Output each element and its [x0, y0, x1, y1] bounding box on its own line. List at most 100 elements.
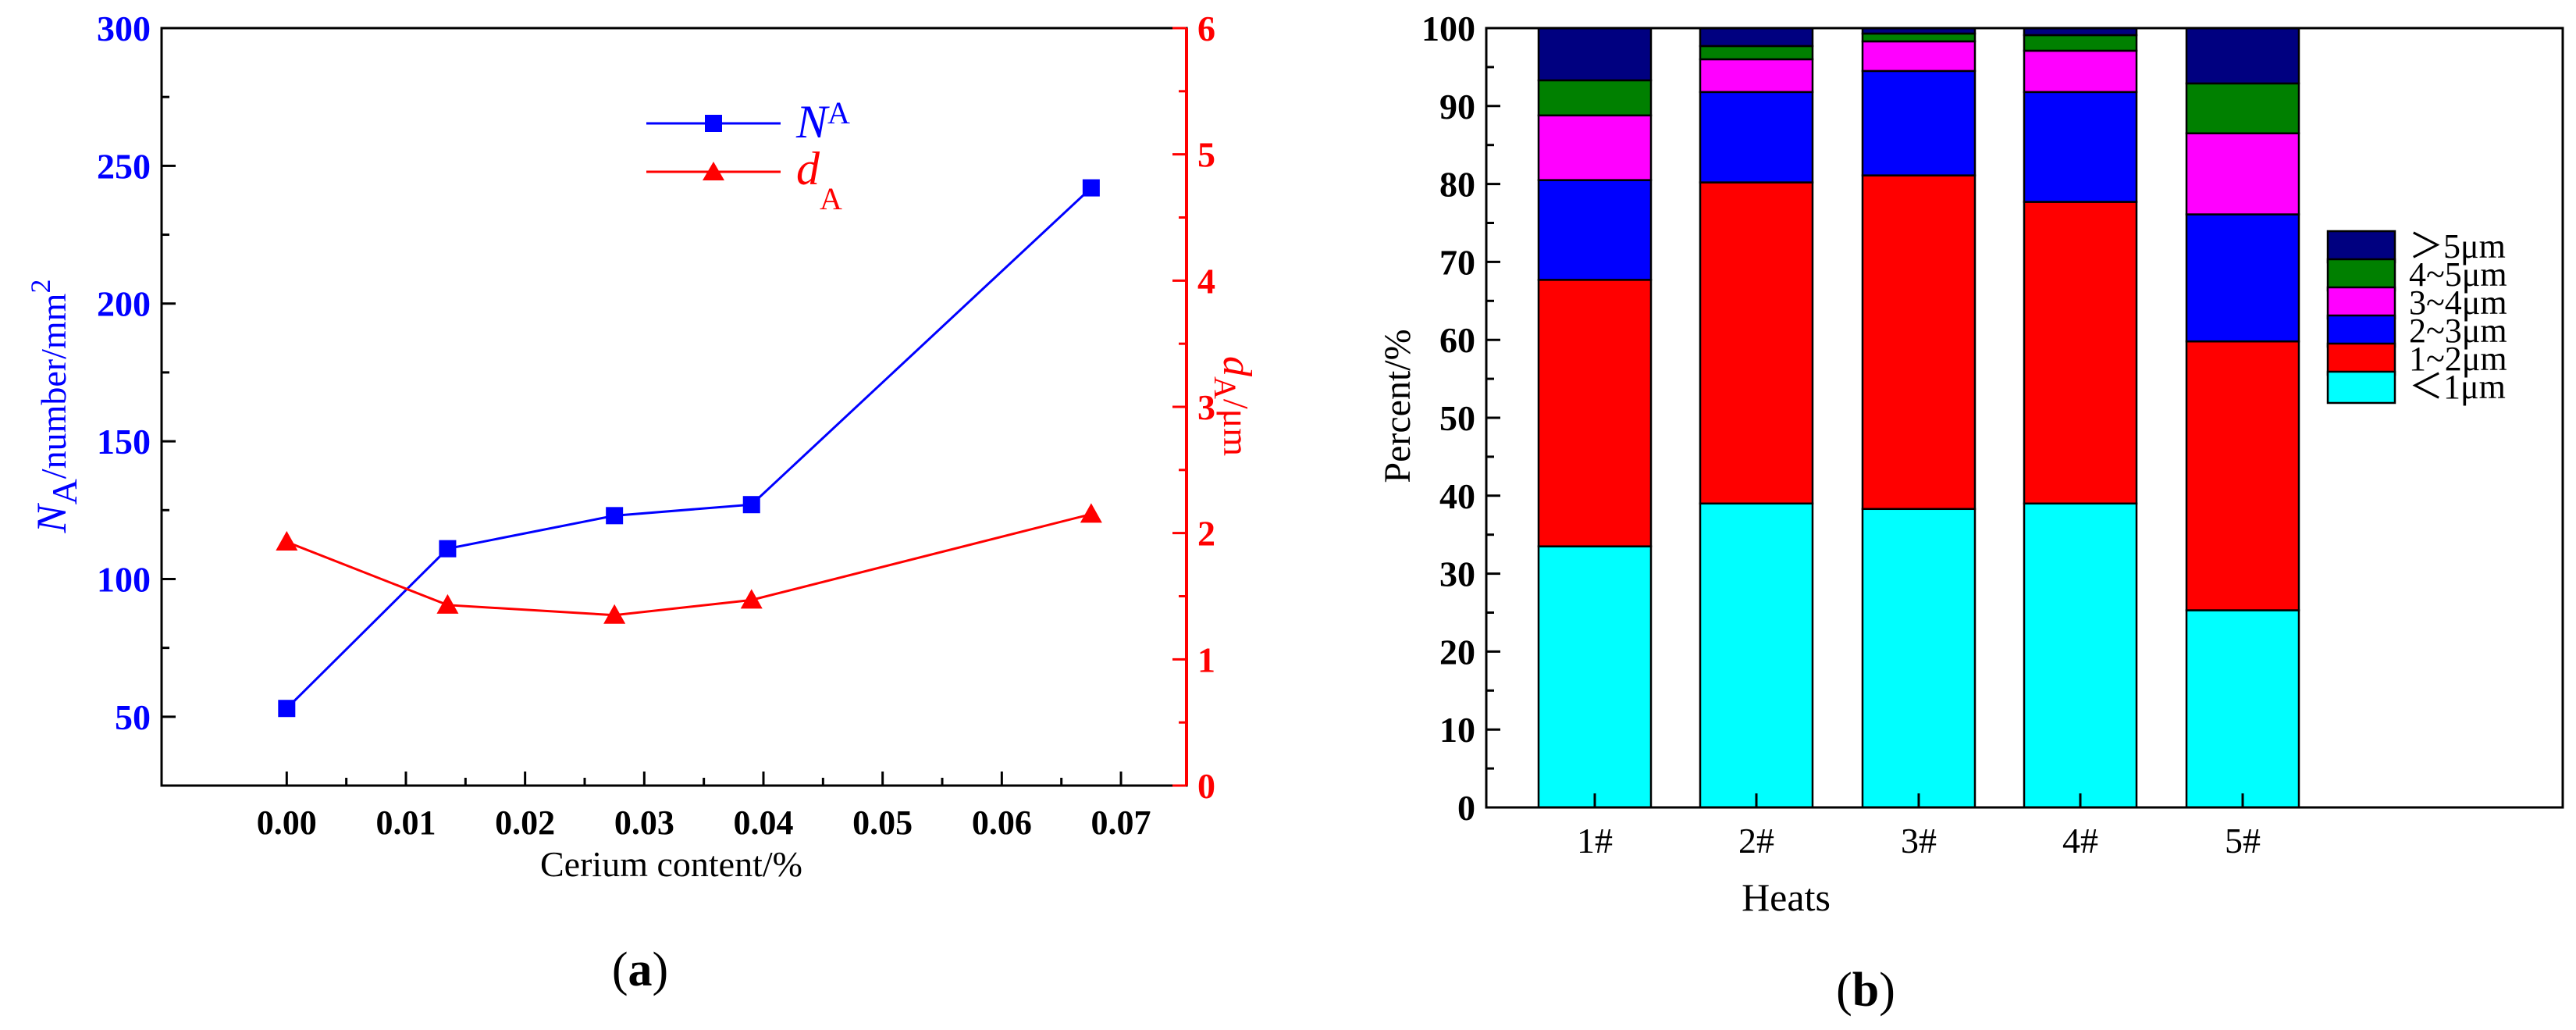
y-tick-label-right-a-3: 3	[1197, 387, 1215, 427]
legend-a-label-da: dA	[796, 143, 842, 216]
y-axis-title-right-a: dA/μm	[1208, 356, 1259, 456]
bar-segment-1-0	[1537, 545, 1653, 809]
bar-segment-4-1	[2023, 201, 2138, 505]
y-tick-label-b-4: 40	[1439, 476, 1475, 516]
bar-segment-1-4	[1537, 79, 1653, 117]
y-tick-label-left-a-5: 300	[97, 9, 151, 48]
point-dA-2	[603, 604, 626, 624]
y-tick-label-b-0: 0	[1457, 788, 1475, 828]
bar-segment-1-3	[1537, 114, 1653, 181]
panel-label-a: (a)	[612, 943, 668, 996]
legend-a-marker-da	[703, 162, 724, 180]
x-tick-label-a-2: 0.02	[495, 804, 555, 842]
bar-segment-5-3	[2185, 132, 2300, 216]
point-dA-4	[1080, 503, 1102, 523]
bar-segment-2-5	[1699, 27, 1814, 48]
legend-b-label-2: 2~3μm	[2409, 312, 2507, 350]
x-tick-label-a-3: 0.03	[614, 804, 674, 842]
bar-segment-1-1	[1537, 279, 1653, 547]
legend-a: NA dA	[646, 95, 850, 216]
panel-a-line-chart: 0.00 0.01 0.02 0.03 0.04 0.05 0.06 0.0750100150…	[25, 9, 1259, 996]
y-tick-label-right-a-5: 5	[1197, 135, 1215, 175]
y-tick-label-b-9: 90	[1439, 87, 1475, 127]
bar-segment-2-2	[1699, 91, 1814, 184]
bar-segment-2-1	[1699, 181, 1814, 505]
y-tick-label-b-1: 10	[1439, 710, 1475, 750]
bar-segment-2-4	[1699, 45, 1814, 61]
plot-a-frame	[160, 27, 1188, 787]
legend-b-label-0: ＜1μm	[2409, 368, 2506, 406]
bar-segment-4-3	[2023, 49, 2138, 94]
x-tick-label-b-2: 3#	[1901, 821, 1937, 861]
bar-segment-2-3	[1699, 58, 1814, 94]
panel-label-b: (b)	[1836, 964, 1895, 1017]
x-tick-label-a-1: 0.01	[375, 804, 436, 842]
x-tick-label-a-0: 0.00	[257, 804, 317, 842]
bar-segment-5-5	[2185, 27, 2300, 85]
legend-b-label-3: 3~4μm	[2409, 283, 2507, 322]
series-line-NA	[286, 187, 1092, 710]
x-axis-title-b: Heats	[1742, 875, 1831, 919]
point-dA-3	[740, 589, 763, 609]
point-dA-0	[276, 530, 298, 551]
y-tick-label-b-5: 50	[1439, 398, 1475, 438]
y-tick-label-right-a-1: 1	[1197, 640, 1215, 679]
y-tick-label-b-7: 70	[1439, 242, 1475, 282]
bar-segment-3-1	[1861, 174, 1976, 511]
series-line-dA	[286, 512, 1092, 617]
point-NA-3	[742, 496, 760, 514]
panel-b-stacked-bar-chart: 0 10 20 30 40 50 60 70 80 90 100 1# 2# 3# 4# 5# Heats P…	[1377, 9, 2564, 1017]
x-tick-label-a-5: 0.05	[852, 804, 913, 842]
legend-b-label-1: 1~2μm	[2409, 340, 2507, 378]
point-NA-1	[439, 540, 457, 558]
x-tick-label-b-3: 4#	[2062, 821, 2098, 861]
legend-b-label-5: ＞5μm	[2409, 227, 2506, 266]
bar-segment-3-3	[1861, 40, 1976, 73]
legend-a-marker-na	[705, 115, 722, 132]
legend-a-label-na: NA	[795, 95, 850, 148]
bar-segment-5-0	[2185, 609, 2300, 809]
legend-b-swatch-3	[2326, 286, 2396, 320]
bar-segment-1-2	[1537, 179, 1653, 281]
y-tick-label-right-a-6: 6	[1197, 9, 1215, 48]
bar-segment-2-0	[1699, 502, 1814, 809]
x-tick-label-b-1: 2#	[1738, 821, 1774, 861]
legend-b-label-4: 4~5μm	[2409, 255, 2507, 294]
x-tick-label-b-4: 5#	[2225, 821, 2261, 861]
point-dA-1	[436, 593, 459, 614]
x-tick-label-a-6: 0.06	[972, 804, 1032, 842]
x-axis-title-a: Cerium content/%	[540, 844, 802, 884]
y-tick-label-left-a-1: 100	[97, 559, 151, 599]
y-tick-label-right-a-0: 0	[1197, 766, 1215, 806]
bar-segment-1-5	[1537, 27, 1653, 82]
y-tick-label-b-10: 100	[1421, 9, 1475, 48]
bar-segment-4-4	[2023, 34, 2138, 52]
y-tick-label-left-a-4: 250	[97, 146, 151, 186]
y-axis-title-left-a: NA/number/mm2	[25, 280, 84, 534]
legend-b-swatch-1	[2326, 342, 2396, 376]
y-tick-label-left-a-0: 50	[115, 697, 151, 737]
point-NA-0	[278, 700, 296, 718]
y-tick-label-b-2: 20	[1439, 632, 1475, 672]
x-tick-label-a-4: 0.04	[734, 804, 794, 842]
y-tick-label-b-6: 60	[1439, 320, 1475, 360]
bar-segment-5-4	[2185, 82, 2300, 134]
bar-segment-5-1	[2185, 340, 2300, 611]
y-tick-label-left-a-2: 150	[97, 422, 151, 462]
bar-segment-3-0	[1861, 508, 1976, 809]
legend-b-swatch-5	[2326, 230, 2396, 264]
y-tick-label-b-3: 30	[1439, 554, 1475, 594]
bar-segment-4-2	[2023, 91, 2138, 203]
y-tick-label-b-8: 80	[1439, 165, 1475, 205]
y-axis-title-b: Percent/%	[1377, 329, 1418, 483]
bar-segment-3-4	[1861, 32, 1976, 43]
legend-b-swatch-4	[2326, 258, 2396, 292]
bar-segment-3-2	[1861, 69, 1976, 176]
point-NA-4	[1082, 179, 1100, 197]
bar-segment-5-2	[2185, 213, 2300, 343]
legend-b-swatch-2	[2326, 314, 2396, 348]
point-NA-2	[606, 507, 624, 525]
legend-b-swatch-0	[2326, 370, 2396, 405]
